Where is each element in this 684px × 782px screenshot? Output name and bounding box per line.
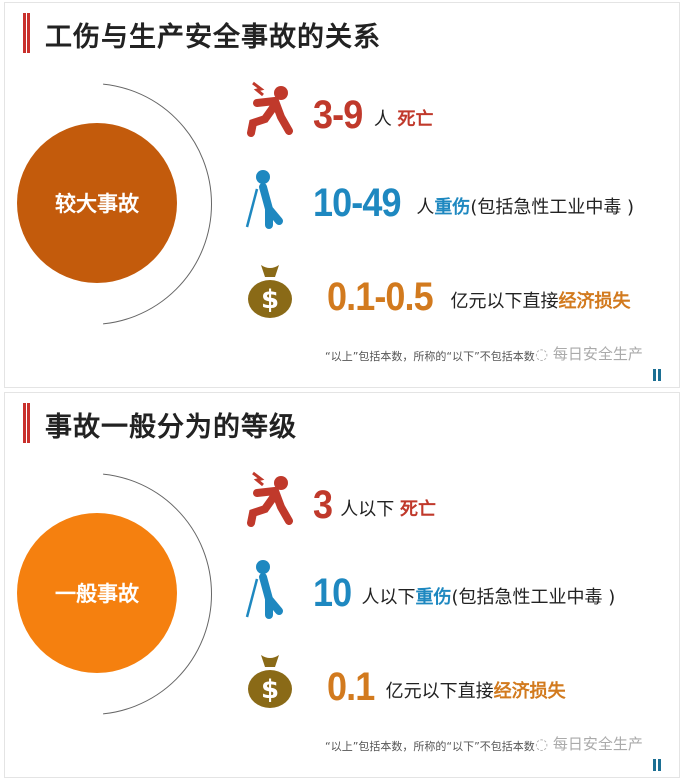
- criteria-text: 亿元以下直接经济损失: [451, 287, 631, 313]
- watermark: ◌ 每日安全生产: [535, 735, 643, 753]
- criteria-unit: 人: [373, 109, 398, 130]
- criteria-note: (包括急性工业中毒 ): [470, 197, 635, 218]
- criteria-text: 人以下重伤(包括急性工业中毒 ): [362, 583, 616, 609]
- criteria-row: $ 0.1 亿元以下直接经济损失: [245, 653, 566, 709]
- criteria-unit: 亿元以下直接: [385, 681, 494, 702]
- criteria-value: 10-49: [313, 181, 401, 225]
- criteria-text: 人以下 死亡: [340, 495, 436, 521]
- accident-level-circle: 一般事故: [17, 513, 177, 673]
- title-accent-bar: [23, 13, 30, 53]
- infographic-panel: 事故一般分为的等级 一般事故 3 人以下 死亡 10 人以下重伤(包括急性工业中…: [4, 392, 680, 778]
- criteria-highlight: 死亡: [397, 109, 434, 130]
- criteria-value: 0.1: [327, 665, 375, 709]
- watermark: ◌ 每日安全生产: [535, 345, 643, 363]
- panel-title: 工伤与生产安全事故的关系: [45, 22, 381, 53]
- criteria-text: 人重伤(包括急性工业中毒 ): [416, 193, 634, 219]
- footnote: “以上”包括本数，所称的“以下”不包括本数: [325, 350, 535, 363]
- criteria-unit: 亿元以下直接: [450, 291, 559, 312]
- criteria-value: 3-9: [313, 93, 363, 137]
- corner-tag: [653, 759, 661, 771]
- criteria-unit: 人: [416, 197, 435, 218]
- criteria-unit: 人以下: [340, 499, 400, 520]
- crutch-person-icon: [245, 559, 295, 619]
- accident-level-circle: 较大事故: [17, 123, 177, 283]
- injured-person-icon: [245, 81, 295, 137]
- criteria-highlight: 重伤: [434, 197, 471, 218]
- watermark-text: 每日安全生产: [552, 735, 643, 753]
- criteria-highlight: 死亡: [399, 499, 436, 520]
- criteria-row: 3 人以下 死亡: [245, 471, 436, 527]
- criteria-value: 10: [313, 571, 352, 615]
- criteria-value: 3: [313, 483, 333, 527]
- criteria-row: 10 人以下重伤(包括急性工业中毒 ): [245, 559, 616, 619]
- panel-title: 事故一般分为的等级: [45, 412, 297, 443]
- criteria-row: 3-9 人 死亡: [245, 81, 434, 137]
- accident-level-label: 较大事故: [55, 192, 139, 216]
- criteria-note: (包括急性工业中毒 ): [451, 587, 616, 608]
- money-bag-icon: $: [245, 653, 295, 709]
- svg-text:$: $: [261, 285, 279, 315]
- injured-person-icon: [245, 471, 295, 527]
- criteria-row: 10-49 人重伤(包括急性工业中毒 ): [245, 169, 634, 229]
- criteria-unit: 人以下: [361, 587, 416, 608]
- criteria-highlight: 重伤: [415, 587, 452, 608]
- footnote: “以上”包括本数，所称的“以下”不包括本数: [325, 740, 535, 753]
- corner-tag: [653, 369, 661, 381]
- criteria-row: $ 0.1-0.5 亿元以下直接经济损失: [245, 263, 631, 319]
- criteria-value: 0.1-0.5: [327, 275, 434, 319]
- watermark-text: 每日安全生产: [552, 345, 643, 363]
- criteria-text: 亿元以下直接经济损失: [386, 677, 566, 703]
- criteria-highlight: 经济损失: [558, 291, 631, 312]
- svg-text:$: $: [261, 675, 279, 705]
- crutch-person-icon: [245, 169, 295, 229]
- criteria-text: 人 死亡: [374, 105, 434, 131]
- money-bag-icon: $: [245, 263, 295, 319]
- accident-level-label: 一般事故: [55, 582, 139, 606]
- criteria-highlight: 经济损失: [493, 681, 566, 702]
- infographic-panel: 工伤与生产安全事故的关系 较大事故 3-9 人 死亡 10-49 人重伤(包括急…: [4, 2, 680, 388]
- title-accent-bar: [23, 403, 30, 443]
